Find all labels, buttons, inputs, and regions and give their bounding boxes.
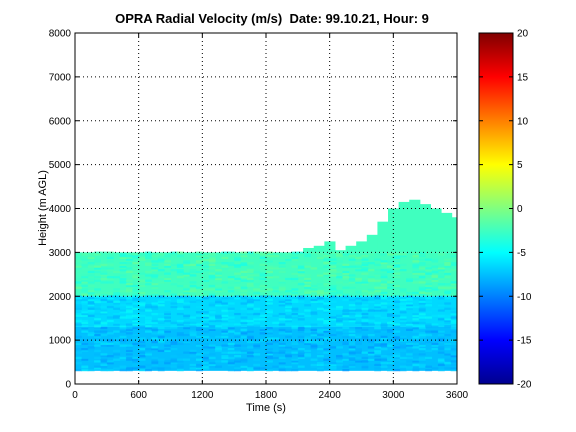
echo-top-cell [366,234,378,253]
x-axis-label: Time (s) [246,402,286,414]
y-axis-ticks: 0 1000 2000 3000 4000 5000 6000 7000 8000 [49,29,457,391]
echo-top-cell [441,212,453,253]
velocity-texture [75,251,457,372]
grid-lines [75,33,457,384]
y-axis-label: Height (m AGL) [37,170,49,246]
x-tick-label: 1800 [255,390,278,401]
echo-top-cell [334,250,347,253]
colorbar-tick-label: -5 [517,248,526,259]
colorbar-tick-label: 20 [517,29,529,40]
echo-top-cell [451,217,457,253]
colorbar-tick-label: 10 [517,116,529,127]
echo-top-cell [388,208,400,253]
x-axis-ticks: 0 600 1200 1800 2400 3000 3600 [72,33,469,401]
x-tick-label: 1200 [191,390,214,401]
y-tick-label: 7000 [49,72,72,83]
echo-top-cell [377,221,389,253]
echo-top-cell [324,241,336,253]
x-tick-label: 3000 [382,390,405,401]
echo-top-cell [430,208,442,253]
echo-top-cell [398,201,410,253]
x-tick-label: 0 [72,390,78,401]
echo-top-cell [313,245,325,253]
echo-top-cell [303,247,315,253]
colorbar-ticks: 20 15 10 5 0 -5 -10 -15 -20 [479,29,532,391]
echo-top-cell [356,241,368,253]
y-tick-label: 2000 [49,292,72,303]
echo-top-cell [345,245,357,253]
y-tick-label: 3000 [49,248,72,259]
y-tick-label: 5000 [49,160,72,171]
x-tick-label: 600 [130,390,147,401]
x-tick-label: 3600 [446,390,469,401]
colorbar-tick-label: -20 [517,380,532,391]
echo-top-cell [409,199,421,253]
colorbar-tick-label: 15 [517,72,529,83]
y-tick-label: 6000 [49,116,72,127]
y-tick-label: 0 [65,380,71,391]
x-tick-label: 2400 [319,390,342,401]
y-tick-label: 1000 [49,336,72,347]
chart-title: OPRA Radial Velocity (m/s) Date: 99.10.2… [115,11,429,26]
velocity-heatmap [75,199,457,372]
y-tick-label: 8000 [49,29,72,40]
y-tick-label: 4000 [49,204,72,215]
echo-top-cell [419,204,431,253]
colorbar-tick-label: -15 [517,336,532,347]
colorbar-tick-label: 5 [517,160,523,171]
colorbar [478,32,514,385]
colorbar-tick-label: -10 [517,292,532,303]
colorbar-tick-label: 0 [517,204,523,215]
